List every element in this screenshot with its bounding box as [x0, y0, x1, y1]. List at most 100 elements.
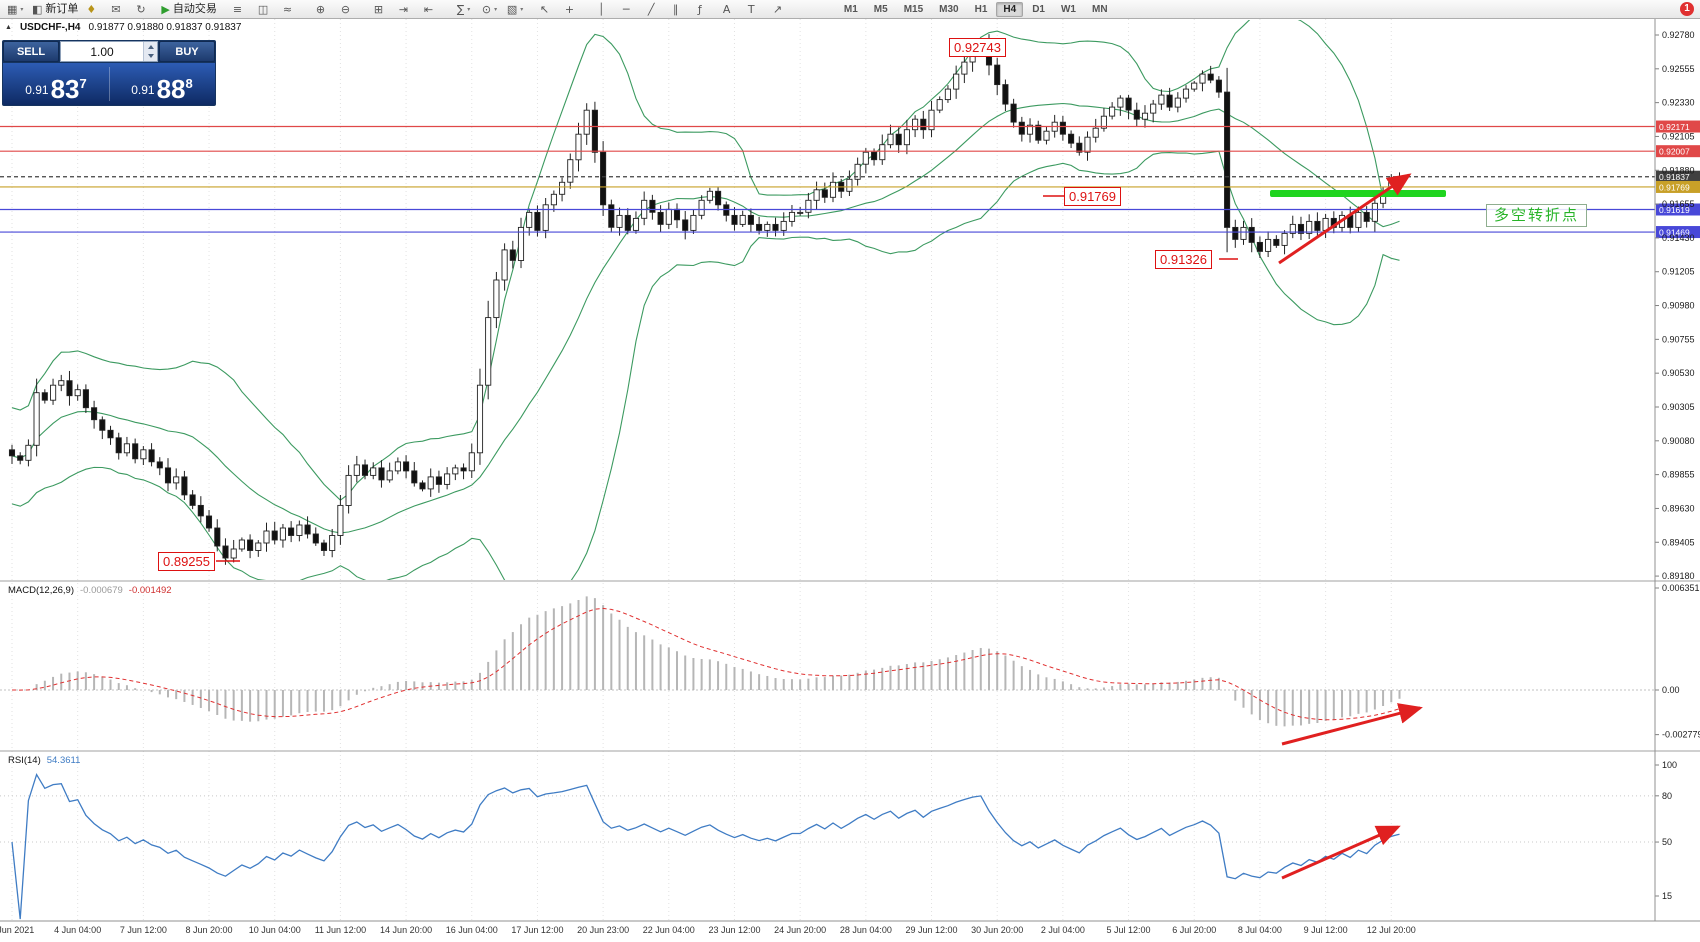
macd-layer — [0, 596, 1655, 727]
svg-text:0.92780: 0.92780 — [1662, 30, 1695, 40]
macd-main-value: -0.000679 — [80, 585, 123, 596]
notification-badge[interactable]: 1 — [1680, 2, 1694, 16]
svg-text:8 Jul 04:00: 8 Jul 04:00 — [1238, 925, 1282, 935]
rsi-line — [11, 773, 1400, 920]
macd-signal-line — [11, 607, 1400, 721]
symbol-period-label: USDCHF-,H4 — [19, 22, 81, 33]
zoom-in-icon[interactable]: ⊕ — [315, 3, 326, 16]
vertical-line-icon[interactable]: │ — [597, 3, 605, 16]
grid-layer — [11, 19, 1392, 921]
svg-text:12 Jul 20:00: 12 Jul 20:00 — [1367, 925, 1416, 935]
svg-text:0.90530: 0.90530 — [1662, 368, 1695, 378]
rsi-layer — [0, 773, 1655, 920]
svg-text:0.00: 0.00 — [1662, 685, 1680, 695]
channel-icon[interactable]: ∥ — [672, 3, 679, 16]
svg-text:4 Jun 04:00: 4 Jun 04:00 — [54, 925, 101, 935]
bollinger-middle-band — [11, 102, 1400, 534]
timeframe-m30[interactable]: M30 — [939, 3, 959, 15]
timeframe-h1[interactable]: H1 — [974, 3, 988, 15]
templates-icon[interactable]: ▧ ▾ — [506, 3, 524, 16]
volume-input[interactable] — [61, 42, 143, 61]
trend-arrow — [1278, 173, 1412, 265]
volume-up-button[interactable] — [144, 42, 157, 52]
arrows-icon[interactable]: ↗ — [772, 3, 783, 16]
mail-icon[interactable]: ✉ — [111, 3, 121, 16]
svg-text:7 Jun 12:00: 7 Jun 12:00 — [120, 925, 167, 935]
svg-text:2 Jul 04:00: 2 Jul 04:00 — [1041, 925, 1085, 935]
zoom-out-icon[interactable]: ⊖ — [340, 3, 351, 16]
svg-text:5 Jul 12:00: 5 Jul 12:00 — [1107, 925, 1151, 935]
ask-prefix: 0.91 — [131, 83, 155, 97]
volume-spinner — [143, 42, 157, 61]
timeframe-toolbar: M1 M5 M15 M30 H1 H4 D1 W1 MN — [836, 1, 1116, 17]
svg-text:-0.002779: -0.002779 — [1662, 730, 1700, 740]
bid-pipette: 7 — [79, 76, 87, 91]
trendline-icon[interactable]: ╱ — [647, 3, 655, 16]
main-chart-layer — [8, 20, 1403, 580]
tile-windows-icon[interactable]: ⊞ — [373, 3, 384, 16]
volume-down-button[interactable] — [144, 51, 157, 61]
timeframe-h4[interactable]: H4 — [996, 1, 1024, 17]
timeframe-mn[interactable]: MN — [1091, 3, 1108, 15]
svg-text:0.92007: 0.92007 — [1659, 147, 1690, 157]
volume-field — [60, 41, 158, 62]
timeframe-m1[interactable]: M1 — [843, 3, 858, 15]
svg-text:0.90755: 0.90755 — [1662, 334, 1695, 344]
timeframe-w1[interactable]: W1 — [1060, 3, 1076, 15]
svg-text:0.91205: 0.91205 — [1662, 267, 1695, 277]
periods-icon[interactable]: ⊙ ▾ — [481, 3, 498, 16]
svg-text:0.92105: 0.92105 — [1662, 131, 1695, 141]
svg-text:29 Jun 12:00: 29 Jun 12:00 — [905, 925, 957, 935]
svg-text:28 Jun 04:00: 28 Jun 04:00 — [840, 925, 892, 935]
svg-text:0.89855: 0.89855 — [1662, 470, 1695, 480]
annotation-resistance: 0.91769 — [1064, 187, 1121, 206]
svg-text:23 Jun 12:00: 23 Jun 12:00 — [708, 925, 760, 935]
svg-text:9 Jul 12:00: 9 Jul 12:00 — [1304, 925, 1348, 935]
horizontal-line-icon[interactable]: ─ — [622, 3, 630, 16]
svg-text:80: 80 — [1662, 791, 1672, 801]
crosshair-icon[interactable]: + — [564, 3, 575, 16]
axes-layer: 3 Jun 2021 4 Jun 04:00 7 Jun 12:00 8 Jun 20… — [0, 19, 1700, 935]
svg-text:0.91837: 0.91837 — [1659, 172, 1690, 182]
svg-text:10 Jun 04:00: 10 Jun 04:00 — [249, 925, 301, 935]
trend-arrow — [1281, 703, 1423, 746]
auto-trading-button[interactable]: ▶ 自动交易 — [161, 3, 217, 16]
refresh-icon[interactable]: ↻ — [136, 3, 146, 16]
fibonacci-icon[interactable]: ƒ — [697, 3, 702, 16]
ask-price[interactable]: 0.91 88 8 — [109, 63, 215, 105]
line-chart-icon[interactable]: ≈ — [282, 3, 293, 16]
candles-layer — [8, 34, 1403, 565]
label-icon[interactable]: T — [747, 3, 755, 16]
svg-text:16 Jun 04:00: 16 Jun 04:00 — [446, 925, 498, 935]
svg-text:0.91769: 0.91769 — [1659, 182, 1690, 192]
ohlc-values: 0.91877 0.91880 0.91837 0.91837 — [88, 22, 242, 33]
indicators-icon[interactable]: ∑ ▾ — [456, 3, 471, 16]
auto-scroll-icon[interactable]: ⇥ — [398, 3, 409, 16]
buy-button[interactable]: BUY — [159, 41, 215, 62]
svg-text:11 Jun 12:00: 11 Jun 12:00 — [315, 925, 366, 935]
sell-button[interactable]: SELL — [3, 41, 59, 62]
bar-chart-icon[interactable]: ≡ — [232, 3, 243, 16]
cursor-icon[interactable]: ↖ — [539, 3, 550, 16]
svg-text:0.89405: 0.89405 — [1662, 537, 1695, 547]
price-display-row: 0.91 83 7 0.91 88 8 — [3, 63, 215, 105]
chart-shift-icon[interactable]: ⇤ — [423, 3, 434, 16]
svg-text:8 Jun 20:00: 8 Jun 20:00 — [186, 925, 233, 935]
new-order-button[interactable]: ◧ 新订单 — [32, 3, 79, 16]
chart-title: ▲ USDCHF-,H4 0.91877 0.91880 0.91837 0.9… — [5, 22, 241, 33]
macd-name: MACD(12,26,9) — [8, 585, 74, 596]
bid-price[interactable]: 0.91 83 7 — [3, 63, 109, 105]
timeframe-m15[interactable]: M15 — [903, 3, 924, 15]
new-chart-icon[interactable]: ▦ ▾ — [7, 3, 24, 16]
rsi-name: RSI(14) — [8, 755, 41, 766]
timeframe-m5[interactable]: M5 — [873, 3, 888, 15]
text-icon[interactable]: A — [722, 3, 731, 16]
alerts-icon[interactable]: ♦ — [86, 3, 97, 16]
svg-text:0.91430: 0.91430 — [1662, 233, 1695, 243]
levels-layer: 0.921710.920070.918370.917690.916190.914… — [0, 120, 1700, 239]
bollinger-lower-band — [11, 150, 1400, 580]
timeframe-d1[interactable]: D1 — [1032, 3, 1045, 15]
candle-chart-icon[interactable]: ◫ — [257, 3, 269, 16]
